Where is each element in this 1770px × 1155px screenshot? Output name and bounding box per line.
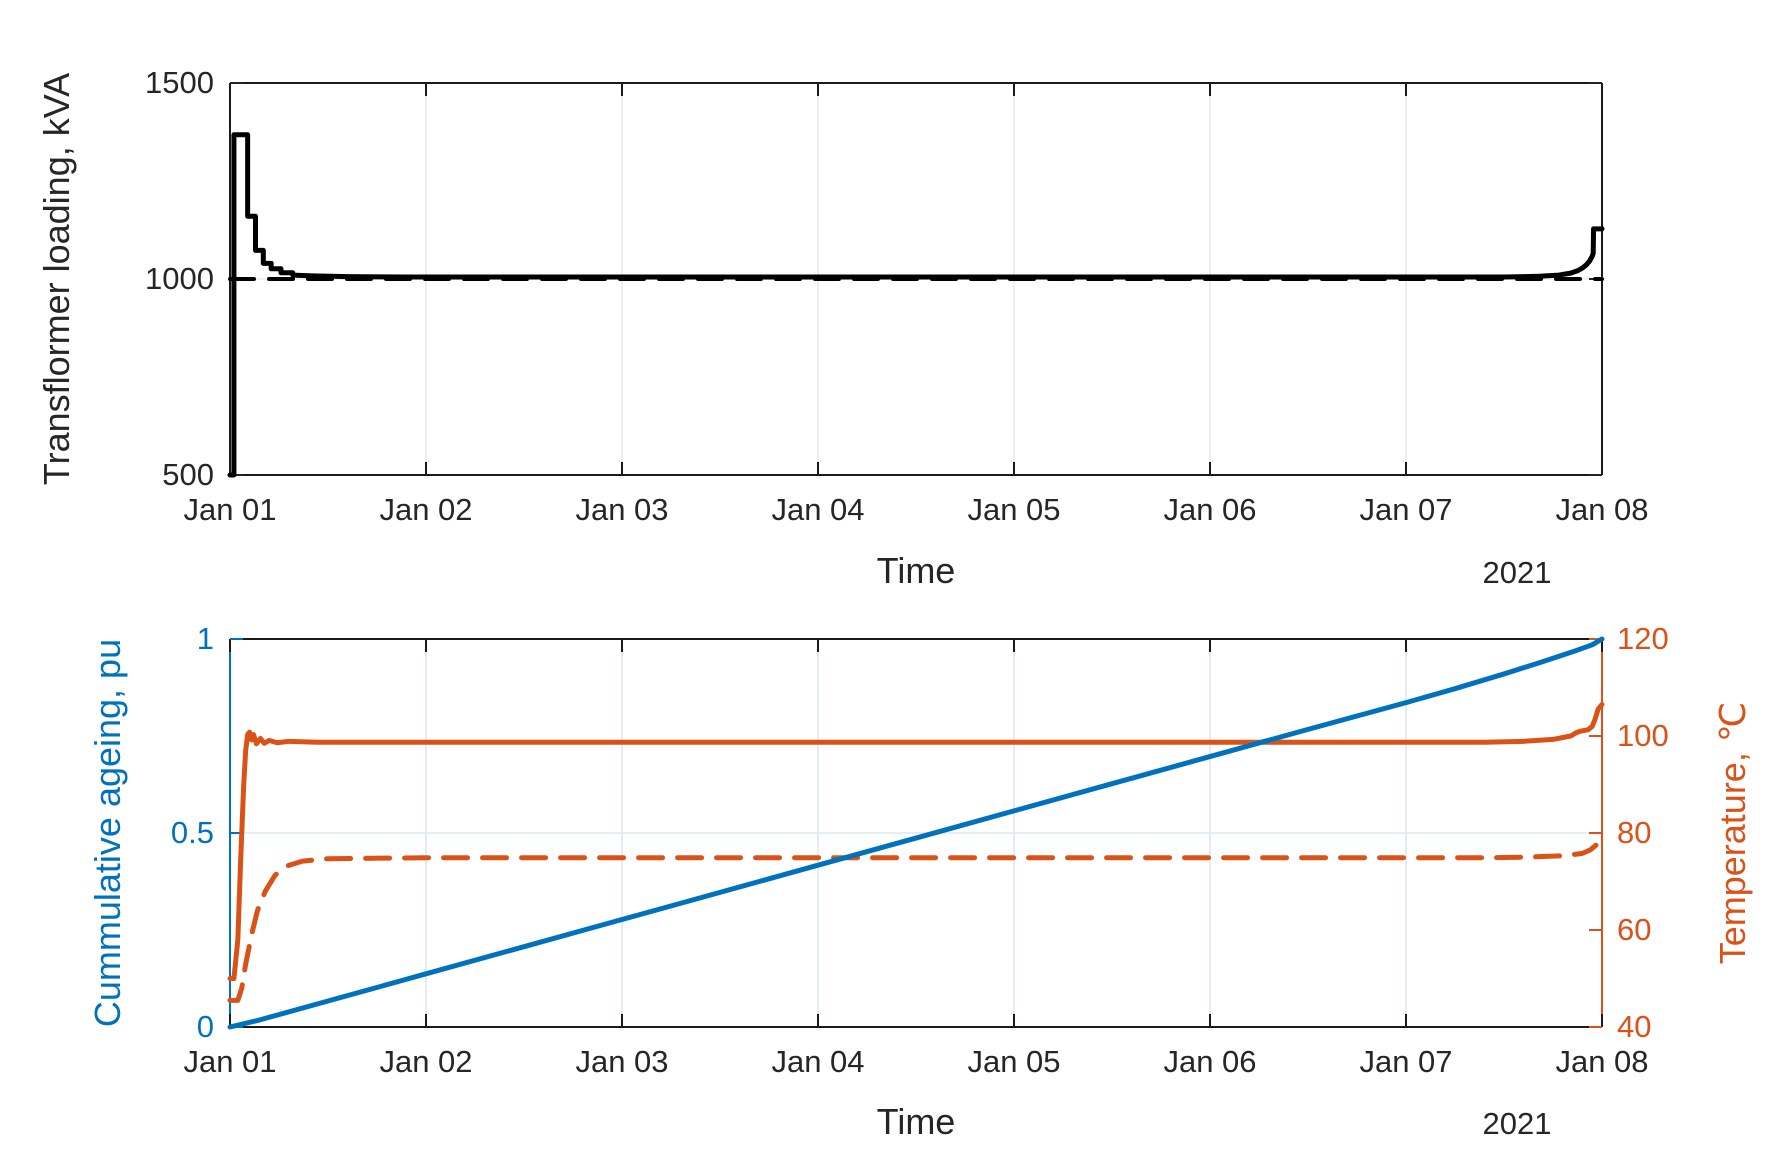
loading-chart-plot-area — [227, 82, 1605, 478]
loading-y-axis-label: Transflormer loading, kVA — [36, 72, 77, 486]
y-tick-label-right: 100 — [1617, 717, 1669, 753]
y-tick-label: 1000 — [145, 260, 214, 296]
x-tick-label: Jan 01 — [183, 1044, 277, 1079]
x-tick-label: Jan 04 — [771, 1044, 865, 1079]
x-tick-label: Jan 07 — [1359, 492, 1453, 527]
x-tick-label: Jan 03 — [575, 492, 669, 527]
y-tick-label: 0.5 — [170, 814, 214, 850]
x-tick-label: Jan 02 — [379, 492, 473, 527]
temperature-y-axis-label: Temperature, ℃ — [1712, 701, 1753, 965]
ageing-temperature-chart-svg — [227, 636, 1605, 1030]
y-tick-label-right: 40 — [1617, 1008, 1652, 1044]
y-tick-label: 1 — [196, 620, 214, 656]
transformer-loading-curve — [227, 132, 1605, 478]
cumulative-ageing-curve — [227, 636, 1605, 1030]
y-tick-label: 0 — [196, 1008, 214, 1044]
hot-spot-temperature-curve — [227, 701, 1605, 981]
x-tick-label: Jan 05 — [967, 1044, 1061, 1079]
x-tick-label: Jan 05 — [967, 492, 1061, 527]
x-tick-label: Jan 07 — [1359, 1044, 1453, 1079]
y-tick-label-right: 120 — [1617, 620, 1669, 656]
y-tick-label: 1500 — [145, 64, 214, 100]
x-tick-label: Jan 02 — [379, 1044, 473, 1079]
loading-x-axis-label: Time — [876, 550, 956, 591]
ageing-x-axis-label: Time — [876, 1101, 956, 1142]
loading-year-label: 2021 — [1482, 555, 1552, 590]
x-tick-label: Jan 08 — [1555, 1044, 1649, 1079]
y-tick-label-right: 80 — [1617, 814, 1652, 850]
x-tick-label: Jan 04 — [771, 492, 865, 527]
x-tick-label: Jan 03 — [575, 1044, 669, 1079]
x-tick-label: Jan 08 — [1555, 492, 1649, 527]
y-tick-label: 500 — [162, 456, 214, 492]
x-tick-label: Jan 06 — [1163, 492, 1257, 527]
x-tick-label: Jan 01 — [183, 492, 277, 527]
ageing-y-axis-label: Cummulative ageing, pu — [87, 638, 128, 1028]
y-tick-label-right: 60 — [1617, 911, 1652, 947]
top-oil-temperature-curve — [227, 832, 1605, 1003]
ageing-temperature-plot-area — [227, 636, 1605, 1030]
x-tick-label: Jan 06 — [1163, 1044, 1257, 1079]
ageing-year-label: 2021 — [1482, 1106, 1552, 1141]
loading-chart-svg — [227, 82, 1605, 478]
